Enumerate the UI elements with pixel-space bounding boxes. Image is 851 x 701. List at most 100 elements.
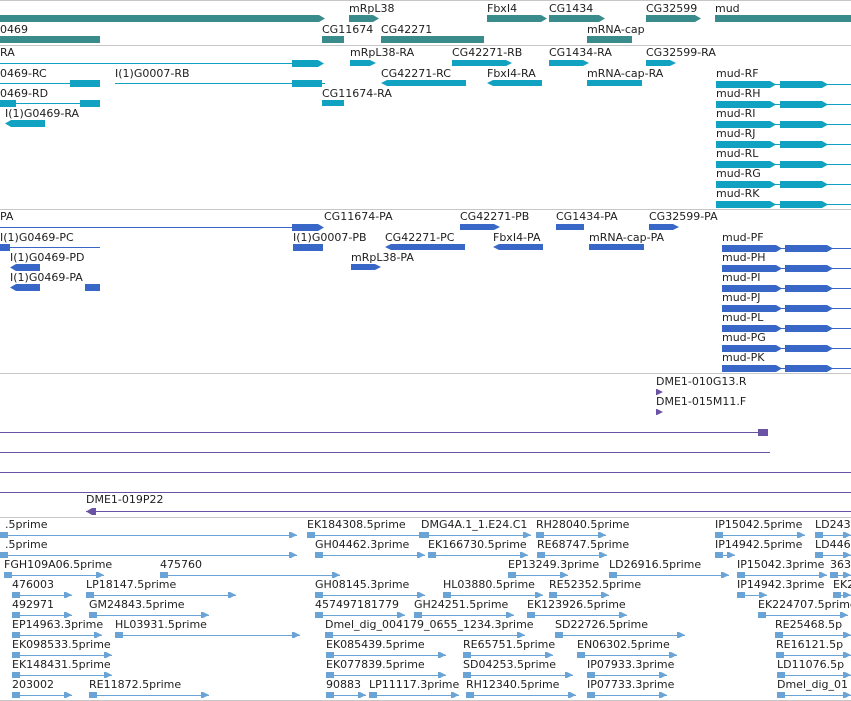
est-alignment[interactable] <box>715 535 805 536</box>
est-alignment[interactable] <box>115 635 300 636</box>
est-alignment[interactable] <box>537 555 607 556</box>
est-alignment[interactable] <box>777 675 851 676</box>
est-exon[interactable] <box>438 672 446 678</box>
feature-label[interactable]: LD26916.5prime <box>609 558 702 571</box>
est-exon[interactable] <box>843 632 851 638</box>
feature-label[interactable]: EK224707.5prime <box>758 598 851 611</box>
feature-label[interactable]: 457497181779 <box>315 598 399 611</box>
feature-label[interactable]: LP11117.3prime <box>369 678 460 691</box>
feature-label[interactable]: SD04253.5prime <box>463 658 556 671</box>
est-exon[interactable] <box>758 612 766 618</box>
feature-label[interactable]: 363 <box>830 558 851 571</box>
est-exon[interactable] <box>289 532 297 538</box>
est-alignment[interactable] <box>527 615 627 616</box>
transcript-exon[interactable] <box>0 244 10 251</box>
est-alignment[interactable] <box>609 575 729 576</box>
transcript-exon[interactable] <box>292 80 322 87</box>
est-exon[interactable] <box>12 692 20 698</box>
est-exon[interactable] <box>775 632 783 638</box>
est-exon[interactable] <box>428 552 436 558</box>
transcript-exon[interactable] <box>716 81 776 88</box>
est-exon[interactable] <box>797 532 805 538</box>
transcript-exon[interactable] <box>10 264 40 271</box>
est-alignment[interactable] <box>715 555 735 556</box>
est-alignment[interactable] <box>326 675 446 676</box>
est-exon[interactable] <box>520 552 528 558</box>
est-alignment[interactable] <box>833 595 851 596</box>
transcript-exon[interactable] <box>716 101 776 108</box>
est-exon[interactable] <box>727 552 735 558</box>
est-exon[interactable] <box>840 612 848 618</box>
feature-label[interactable]: mud-PG <box>722 331 766 344</box>
est-exon[interactable] <box>369 692 377 698</box>
est-exon[interactable] <box>12 632 20 638</box>
feature-label[interactable]: mRpL38 <box>349 2 395 15</box>
est-alignment[interactable] <box>737 575 827 576</box>
transcript-exon[interactable] <box>722 265 782 272</box>
est-alignment[interactable] <box>12 655 112 656</box>
est-exon[interactable] <box>326 672 334 678</box>
feature-label[interactable]: DMG4A.1_1.E24.C1 <box>421 518 528 531</box>
est-exon[interactable] <box>577 652 585 658</box>
feature-label[interactable]: CG32599-RA <box>646 46 716 59</box>
feature-label[interactable]: EK148431.5prime <box>12 658 111 671</box>
feature-label[interactable]: CG42271-RC <box>381 67 451 80</box>
feature-label[interactable]: SD22726.5prime <box>555 618 648 631</box>
feature-label[interactable]: EK2 <box>833 578 851 591</box>
est-alignment[interactable] <box>12 595 72 596</box>
est-exon[interactable] <box>86 592 94 598</box>
est-alignment[interactable] <box>160 575 340 576</box>
est-exon[interactable] <box>545 652 553 658</box>
est-exon[interactable] <box>466 692 474 698</box>
feature-label[interactable]: I(1)G0469-PD <box>10 251 85 264</box>
feature-label[interactable]: I(1)G0469-PC <box>0 231 74 244</box>
feature-label[interactable]: mud-PI <box>722 271 761 284</box>
est-alignment[interactable] <box>587 675 667 676</box>
transcript-exon[interactable] <box>780 161 828 168</box>
feature-label[interactable]: mud-RG <box>716 167 761 180</box>
transcript-exon[interactable] <box>722 325 782 332</box>
est-exon[interactable] <box>0 532 8 538</box>
transcript-exon[interactable] <box>722 305 782 312</box>
est-exon[interactable] <box>332 572 340 578</box>
feature-label[interactable]: mud-RL <box>716 147 759 160</box>
feature-label[interactable]: RE52352.5prime <box>549 578 642 591</box>
feature-label[interactable]: 90883 <box>326 678 361 691</box>
est-alignment[interactable] <box>443 595 543 596</box>
est-exon[interactable] <box>104 672 112 678</box>
est-exon[interactable] <box>737 572 745 578</box>
feature-label[interactable]: mud-PJ <box>722 291 761 304</box>
est-exon[interactable] <box>0 552 8 558</box>
feature-label[interactable]: CG1434 <box>549 2 594 15</box>
gene-glyph[interactable] <box>381 36 484 43</box>
feature-label[interactable]: LD243 <box>815 518 851 531</box>
est-alignment[interactable] <box>815 555 851 556</box>
transcript-exon[interactable] <box>381 80 466 86</box>
feature-label[interactable]: mRNA-cap-RA <box>587 67 664 80</box>
feature-label[interactable]: RE65751.5prime <box>463 638 556 651</box>
feature-label[interactable]: CG42271-PC <box>385 231 455 244</box>
feature-label[interactable]: mud-PF <box>722 231 764 244</box>
est-alignment[interactable] <box>12 635 102 636</box>
est-alignment[interactable] <box>463 675 573 676</box>
est-alignment[interactable] <box>536 535 606 536</box>
feature-label[interactable]: CG32599-PA <box>649 210 718 223</box>
est-alignment[interactable] <box>325 635 525 636</box>
transcript-exon[interactable] <box>780 121 828 128</box>
clone-glyph[interactable] <box>86 508 96 515</box>
est-exon[interactable] <box>759 592 767 598</box>
feature-label[interactable]: RA <box>0 46 15 59</box>
transcript-exon[interactable] <box>716 121 776 128</box>
est-alignment[interactable] <box>12 615 72 616</box>
est-exon[interactable] <box>659 692 667 698</box>
transcript-exon[interactable] <box>385 244 465 250</box>
est-exon[interactable] <box>358 692 366 698</box>
feature-label[interactable]: I(1)G0469-RA <box>5 107 80 120</box>
transcript-exon[interactable] <box>549 60 589 66</box>
est-alignment[interactable] <box>89 615 209 616</box>
feature-label[interactable]: mud-PH <box>722 251 766 264</box>
est-exon[interactable] <box>715 532 723 538</box>
feature-label[interactable]: FbxI4 <box>487 2 518 15</box>
gene-glyph[interactable] <box>549 15 605 22</box>
est-exon[interactable] <box>397 612 405 618</box>
